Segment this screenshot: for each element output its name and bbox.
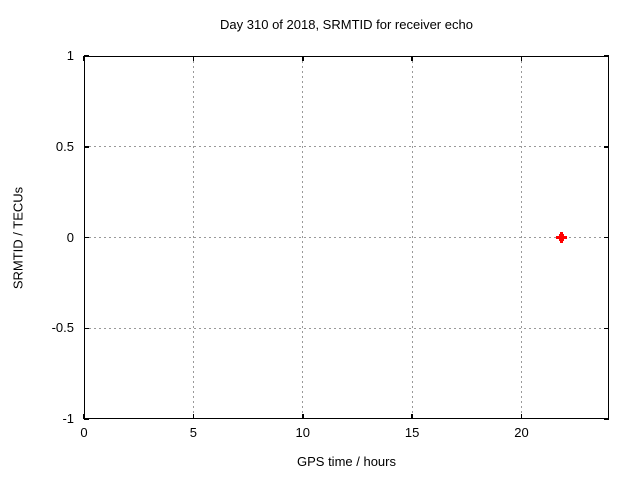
data-point-marker	[556, 232, 568, 243]
y-tick-mark-left	[84, 146, 89, 148]
x-tick-label: 10	[295, 425, 310, 440]
x-tick-mark-bottom	[411, 414, 413, 419]
y-tick-mark-right	[604, 236, 609, 239]
y-tick-label: -0.5	[51, 320, 74, 336]
x-tick-mark-bottom	[520, 414, 523, 419]
y-tick-mark-left	[84, 55, 89, 57]
x-tick-mark-top	[192, 56, 195, 61]
plot-area	[83, 55, 609, 420]
x-tick-label: 20	[514, 425, 529, 440]
x-axis-label: GPS time / hours	[297, 454, 396, 469]
chart-title: Day 310 of 2018, SRMTID for receiver ech…	[220, 17, 473, 32]
grid-line-horizontal	[84, 237, 609, 238]
x-tick-mark-top	[83, 56, 85, 61]
x-tick-mark-bottom	[83, 414, 85, 419]
y-tick-label: 0.5	[55, 138, 74, 154]
y-tick-label: 1	[66, 48, 74, 63]
x-tick-label: 0	[80, 425, 88, 440]
y-tick-label: -1	[62, 411, 74, 426]
y-tick-mark-right	[604, 327, 609, 329]
x-tick-mark-top	[520, 56, 523, 61]
y-tick-mark-right	[604, 55, 609, 57]
x-tick-mark-bottom	[192, 414, 195, 419]
y-tick-mark-left	[84, 327, 89, 329]
x-tick-mark-top	[411, 56, 413, 61]
y-tick-mark-left	[84, 236, 89, 239]
y-tick-mark-right	[604, 418, 609, 420]
x-tick-label: 15	[404, 425, 420, 440]
x-tick-mark-bottom	[302, 414, 304, 419]
grid-line-horizontal	[84, 327, 609, 329]
x-tick-mark-top	[302, 56, 304, 61]
grid-line-horizontal	[84, 146, 609, 148]
y-tick-label: 0	[66, 229, 74, 245]
x-tick-label: 5	[189, 425, 197, 440]
y-tick-mark-right	[604, 146, 609, 148]
y-tick-mark-left	[84, 418, 89, 420]
